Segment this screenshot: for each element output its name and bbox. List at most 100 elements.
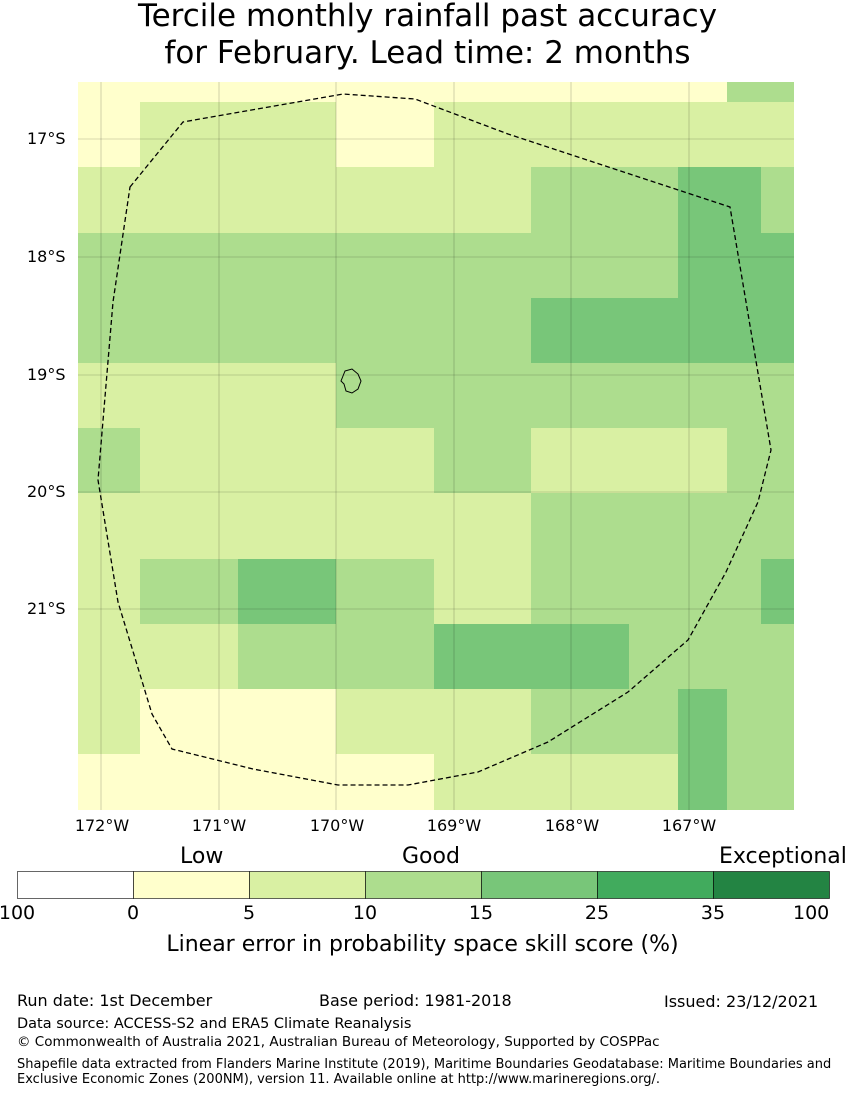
lat-label-19s: 19°S bbox=[27, 365, 66, 384]
grid-cell bbox=[727, 428, 761, 493]
lon-label-171w: 171°W bbox=[191, 816, 247, 835]
grid-cell bbox=[629, 102, 678, 167]
grid-cell bbox=[678, 363, 727, 428]
colorbar-segment-15-25 bbox=[481, 871, 598, 899]
grid-cell bbox=[140, 167, 238, 233]
grid-cell bbox=[629, 428, 678, 493]
grid-cell bbox=[140, 102, 238, 167]
grid-cell bbox=[629, 363, 678, 428]
grid-cell bbox=[678, 689, 727, 754]
grid-cell bbox=[238, 689, 336, 754]
grid-cell bbox=[336, 167, 434, 233]
map-title: Tercile monthly rainfall past accuracy f… bbox=[0, 0, 855, 72]
grid-cell bbox=[78, 428, 140, 493]
grid-cell bbox=[678, 754, 727, 810]
grid-cell bbox=[140, 82, 238, 102]
grid-cell bbox=[336, 624, 434, 689]
grid-cell bbox=[78, 624, 140, 689]
grid-cell bbox=[727, 233, 761, 298]
grid-cell bbox=[78, 233, 140, 298]
grid-cell bbox=[140, 363, 238, 428]
niue-island bbox=[340, 368, 362, 394]
colorbar-segment-negative bbox=[17, 871, 134, 899]
grid-cell bbox=[434, 689, 531, 754]
colorbar-tick-5: 5 bbox=[242, 902, 256, 924]
lat-label-21s: 21°S bbox=[27, 599, 66, 618]
grid-cell bbox=[434, 298, 531, 363]
grid-cell bbox=[678, 624, 727, 689]
grid-cell bbox=[336, 298, 434, 363]
data-source: Data source: ACCESS-S2 and ERA5 Climate … bbox=[17, 1016, 412, 1032]
grid-cell bbox=[434, 624, 531, 689]
lat-label-18s: 18°S bbox=[27, 247, 66, 266]
skill-map bbox=[78, 82, 794, 810]
grid-cell bbox=[531, 82, 629, 102]
grid-cell bbox=[761, 754, 794, 810]
grid-cell bbox=[761, 298, 794, 363]
grid-cell bbox=[531, 559, 629, 624]
grid-cell bbox=[238, 624, 336, 689]
grid-cell bbox=[238, 233, 336, 298]
grid-cell bbox=[238, 559, 336, 624]
lon-label-172w: 172°W bbox=[74, 816, 130, 835]
lon-label-170w: 170°W bbox=[309, 816, 365, 835]
category-exceptional: Exceptional bbox=[719, 844, 847, 869]
grid-cell bbox=[727, 298, 761, 363]
grid-cell bbox=[238, 82, 336, 102]
grid-cell bbox=[238, 167, 336, 233]
run-date: Run date: 1st December bbox=[17, 991, 213, 1010]
grid-cell bbox=[629, 624, 678, 689]
grid-cell bbox=[727, 363, 761, 428]
grid-cell bbox=[727, 754, 761, 810]
grid-cell bbox=[629, 298, 678, 363]
map-canvas bbox=[78, 82, 794, 810]
grid-cell bbox=[140, 493, 238, 559]
grid-cell bbox=[336, 689, 434, 754]
grid-cell bbox=[434, 559, 531, 624]
grid-cell bbox=[629, 493, 678, 559]
grid-cell bbox=[629, 82, 678, 102]
grid-cell bbox=[761, 624, 794, 689]
grid-cell bbox=[78, 559, 140, 624]
grid-cell bbox=[531, 233, 629, 298]
grid-cell bbox=[434, 428, 531, 493]
colorbar-segment-35-100 bbox=[713, 871, 830, 899]
grid-cell bbox=[434, 82, 531, 102]
colorbar-tick-100: 100 bbox=[793, 902, 830, 924]
grid-cell bbox=[140, 559, 238, 624]
grid-cell bbox=[238, 363, 336, 428]
grid-cell bbox=[78, 102, 140, 167]
issued-date: Issued: 23/12/2021 bbox=[664, 992, 819, 1011]
grid-cell bbox=[336, 559, 434, 624]
grid-cell bbox=[140, 754, 238, 810]
grid-cell bbox=[629, 754, 678, 810]
grid-cell bbox=[336, 233, 434, 298]
grid-cell bbox=[727, 624, 761, 689]
colorbar bbox=[17, 871, 830, 904]
grid-cell bbox=[434, 493, 531, 559]
grid-cell bbox=[629, 559, 678, 624]
grid-cell bbox=[78, 167, 140, 233]
grid-cell bbox=[531, 298, 629, 363]
colorbar-tick-neg100: 100 bbox=[0, 902, 36, 924]
grid-cell bbox=[678, 298, 727, 363]
colorbar-segment-5-10 bbox=[249, 871, 366, 899]
grid-cell bbox=[629, 689, 678, 754]
grid-cell bbox=[531, 363, 629, 428]
skill-grid-cells bbox=[78, 82, 794, 810]
grid-cell bbox=[761, 689, 794, 754]
eez-boundary bbox=[97, 93, 772, 786]
grid-cell bbox=[531, 624, 629, 689]
lon-label-167w: 167°W bbox=[661, 816, 717, 835]
grid-cell bbox=[336, 363, 434, 428]
grid-cell bbox=[678, 167, 727, 233]
grid-cell bbox=[727, 82, 794, 102]
colorbar-segment-25-35 bbox=[597, 871, 714, 899]
grid-cell bbox=[434, 233, 531, 298]
graticule bbox=[78, 82, 794, 810]
category-low: Low bbox=[180, 844, 224, 869]
colorbar-canvas bbox=[17, 871, 830, 899]
colorbar-segment-0-5 bbox=[133, 871, 250, 899]
colorbar-tick-15: 15 bbox=[468, 902, 494, 924]
grid-cell bbox=[531, 754, 629, 810]
